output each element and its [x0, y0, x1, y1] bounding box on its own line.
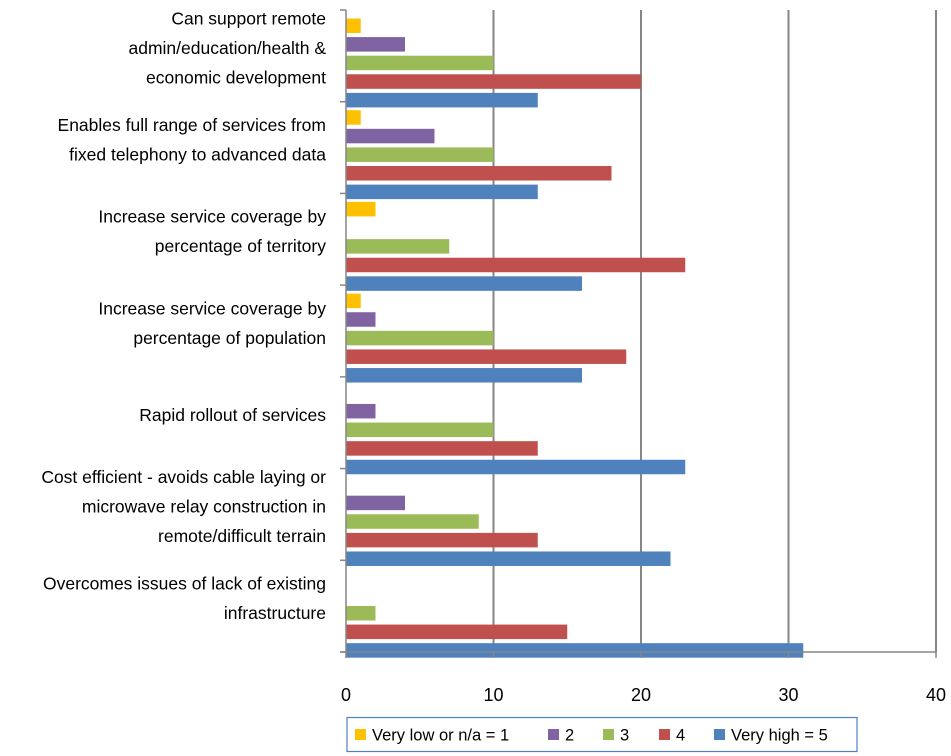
legend-swatch [714, 729, 725, 740]
category-label: percentage of population [133, 328, 326, 348]
category-label: Increase service coverage by [98, 298, 326, 318]
legend-label: 4 [676, 727, 685, 745]
category-label: percentage of territory [155, 236, 326, 256]
bar [346, 495, 405, 511]
bar [346, 605, 376, 621]
x-tick-label: 0 [341, 685, 351, 705]
bar [346, 55, 494, 71]
legend-label: 3 [620, 727, 629, 745]
bar [346, 257, 686, 273]
bar [346, 201, 376, 217]
bar [346, 92, 538, 108]
bar [346, 18, 361, 33]
legend-label: Very high = 5 [731, 727, 828, 745]
category-label: Overcomes issues of lack of existing [43, 574, 326, 594]
bar [346, 166, 612, 181]
legend-swatch [548, 729, 559, 740]
category-label: Rapid rollout of services [139, 405, 326, 425]
x-tick-label: 20 [631, 685, 651, 705]
bar [346, 312, 376, 327]
category-labels: Can support remote admin/education/health… [41, 9, 326, 624]
x-tick-labels: 0 10 20 30 40 [341, 685, 946, 705]
axes [340, 9, 937, 658]
bar [346, 532, 538, 548]
bar [346, 184, 538, 200]
category-label: microwave relay construction in [82, 497, 326, 517]
category-label: infrastructure [224, 603, 326, 623]
bar [346, 459, 686, 475]
bar [346, 147, 494, 162]
bar [346, 514, 479, 529]
bar [346, 37, 405, 52]
bar [346, 276, 582, 291]
bar [346, 293, 361, 309]
legend-box [346, 716, 858, 753]
category-label: fixed telephony to advanced data [69, 144, 326, 164]
x-tick-label: 30 [778, 685, 798, 705]
bar [346, 422, 494, 438]
bar [346, 551, 671, 566]
x-tick-label: 40 [926, 685, 946, 705]
bar [346, 403, 376, 419]
legend-label: 2 [565, 727, 574, 745]
legend-swatch [659, 729, 670, 740]
category-label: economic development [146, 68, 326, 88]
legend-swatch [355, 729, 366, 740]
bar [346, 441, 538, 456]
legend-label: Very low or n/a = 1 [372, 727, 509, 745]
bar [346, 643, 804, 658]
category-label: admin/education/health & [129, 38, 327, 58]
bars-group [346, 18, 804, 658]
legend-swatch [603, 729, 614, 740]
category-label: Enables full range of services from [58, 115, 326, 135]
category-label: Can support remote [171, 9, 326, 29]
bar [346, 239, 450, 254]
bar [346, 110, 361, 125]
bar [346, 74, 641, 89]
bar [346, 368, 582, 383]
legend: Very low or n/a = 1 2 3 4 Very high = 5 [346, 716, 858, 753]
bar [346, 128, 435, 144]
category-label: remote/difficult terrain [158, 526, 326, 546]
x-tick-label: 10 [483, 685, 503, 705]
category-label: Cost efficient - avoids cable laying or [41, 467, 326, 487]
bar [346, 330, 494, 346]
category-label: Increase service coverage by [98, 207, 326, 227]
bar [346, 349, 627, 364]
bar [346, 624, 568, 640]
